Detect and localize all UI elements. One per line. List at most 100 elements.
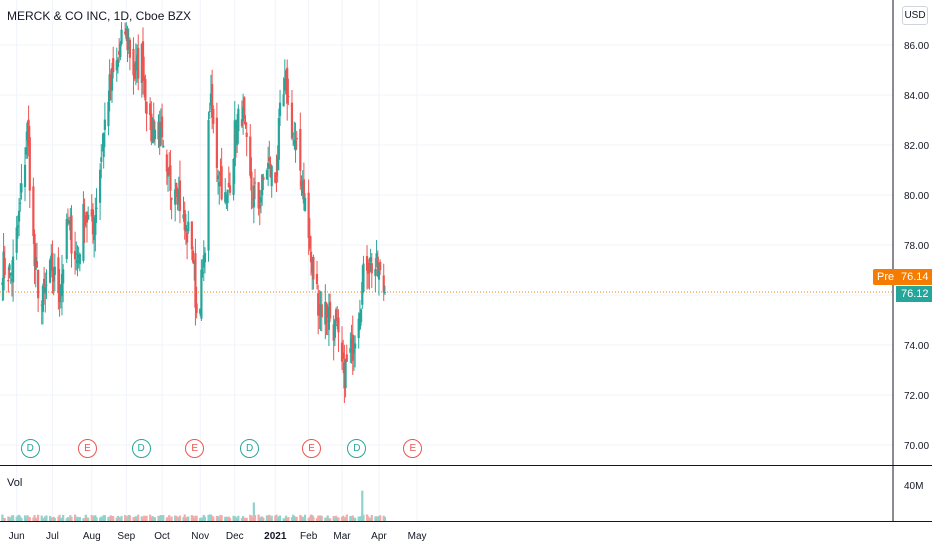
volume-bar (166, 517, 170, 521)
dividend-marker[interactable]: D (347, 439, 367, 458)
candle-body (75, 253, 78, 255)
earnings-marker[interactable]: E (77, 439, 97, 458)
volume-bar (361, 490, 364, 521)
candle-body (227, 182, 230, 187)
candle-body (240, 119, 244, 127)
volume-bar (278, 515, 282, 521)
volume-bar (176, 516, 179, 521)
volume-bar (124, 515, 127, 521)
candle-body (319, 304, 322, 316)
x-tick-label: Mar (333, 531, 351, 542)
candle-body (109, 74, 112, 87)
candle-body (119, 43, 122, 58)
candle-body (2, 251, 5, 291)
candle-body (290, 102, 294, 139)
volume-bar (212, 516, 215, 521)
volume-bar (140, 516, 143, 521)
volume-bar (226, 516, 229, 521)
volume-bar (90, 514, 93, 521)
volume-bar (1, 514, 4, 521)
volume-bar (324, 517, 327, 521)
candle-body (40, 304, 43, 306)
candle-body (278, 102, 282, 116)
candle-body (345, 354, 348, 362)
candle-body (268, 157, 271, 162)
candle-body (169, 165, 172, 191)
volume-bar (94, 515, 97, 521)
candle-body (190, 221, 193, 250)
candle-body (325, 304, 328, 318)
candle-body (35, 261, 39, 268)
candle-body (184, 225, 188, 232)
volume-bar (27, 516, 30, 521)
volume-bar (215, 515, 218, 521)
volume-bar (369, 518, 372, 521)
candle-body (327, 306, 331, 330)
volume-bar (207, 514, 210, 521)
currency-button[interactable]: USD (902, 6, 928, 25)
candle-body (207, 119, 210, 251)
volume-bar (82, 518, 85, 521)
candle-body (293, 139, 296, 145)
x-tick-label: Feb (300, 531, 318, 542)
candle-body (115, 60, 118, 71)
volume-bar (199, 518, 202, 521)
candle-body (48, 259, 52, 283)
candle-body (78, 254, 81, 265)
candle-body (284, 70, 288, 86)
dividend-marker[interactable]: D (131, 439, 151, 458)
volume-bar (283, 518, 286, 521)
candle-body (250, 171, 253, 191)
earnings-marker[interactable]: E (403, 439, 423, 458)
earnings-marker[interactable]: E (185, 439, 205, 458)
volume-bar (175, 515, 178, 521)
volume-bar (368, 517, 371, 521)
volume-bar (50, 517, 53, 521)
volume-bar (125, 517, 128, 521)
volume-bar (53, 517, 56, 521)
volume-bar (75, 517, 78, 521)
volume-bar (352, 517, 356, 521)
candle-body (317, 293, 320, 316)
earnings-marker[interactable]: E (302, 439, 322, 458)
candle-body (70, 215, 73, 254)
candle-body (176, 189, 179, 205)
volume-bar (275, 514, 278, 521)
candle-body (84, 218, 87, 220)
candle-body (87, 214, 90, 220)
volume-bar (20, 518, 23, 521)
volume-bar (218, 518, 221, 521)
volume-bar (103, 515, 106, 521)
dividend-marker[interactable]: D (20, 439, 40, 458)
candle-body (359, 309, 363, 323)
volume-bar (292, 514, 295, 521)
candle-body (58, 284, 61, 303)
candle-body (270, 165, 273, 187)
volume-bar (258, 516, 261, 521)
volume-tick-label: 40M (904, 481, 923, 492)
volume-bar (253, 514, 257, 521)
candle-body (120, 29, 123, 44)
volume-bar (52, 516, 55, 521)
candle-body (294, 140, 297, 151)
candle-body (1, 282, 4, 285)
volume-bar (367, 516, 370, 521)
candlestick-series[interactable] (1, 22, 387, 404)
candle-body (194, 253, 197, 308)
volume-label: Vol (7, 477, 23, 489)
candle-body (191, 250, 195, 263)
volume-bar (159, 515, 162, 521)
volume-bar (59, 517, 62, 521)
x-tick-label: Apr (371, 531, 387, 542)
volume-bar (326, 515, 329, 521)
candle-body (168, 167, 171, 175)
dividend-marker[interactable]: D (240, 439, 260, 458)
candle-body (267, 162, 270, 169)
candle-body (52, 268, 55, 282)
x-tick-label: Sep (117, 531, 135, 542)
volume-bar (300, 516, 303, 521)
volume-bar (78, 516, 81, 521)
candle-body (26, 122, 29, 141)
candle-body (350, 338, 353, 348)
